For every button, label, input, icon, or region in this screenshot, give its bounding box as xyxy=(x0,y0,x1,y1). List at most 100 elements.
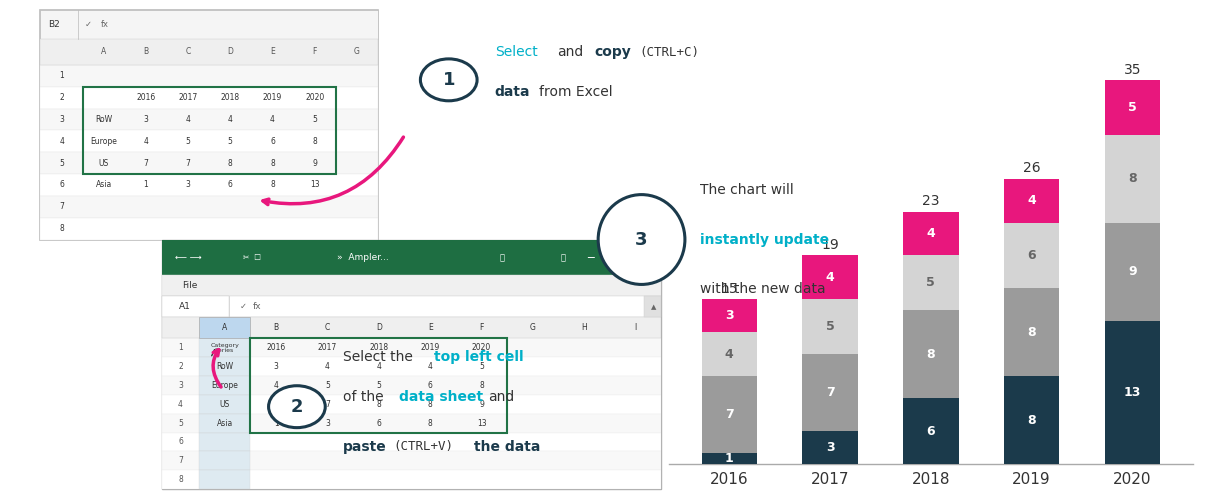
Text: of the: of the xyxy=(342,390,388,404)
Bar xyxy=(161,376,662,395)
Bar xyxy=(803,299,858,354)
Text: 7: 7 xyxy=(725,408,734,421)
Text: 5: 5 xyxy=(59,159,64,168)
Bar xyxy=(41,130,378,152)
Text: fx: fx xyxy=(101,20,110,29)
Text: 8: 8 xyxy=(376,400,381,409)
Bar xyxy=(803,354,858,431)
Text: ─: ─ xyxy=(587,252,594,262)
Text: 5: 5 xyxy=(825,320,834,333)
Text: Asia: Asia xyxy=(629,452,659,466)
Text: 2: 2 xyxy=(290,398,304,416)
Bar xyxy=(161,240,662,275)
Bar xyxy=(1105,135,1160,223)
Text: fx: fx xyxy=(253,302,261,311)
Bar xyxy=(161,395,662,414)
Text: and: and xyxy=(557,45,583,59)
Text: top left cell: top left cell xyxy=(434,350,523,364)
Text: paste: paste xyxy=(342,440,387,454)
Text: ✓: ✓ xyxy=(84,20,92,29)
Text: 3: 3 xyxy=(274,362,278,371)
Bar xyxy=(1105,223,1160,321)
Text: 8: 8 xyxy=(1028,414,1036,427)
Bar xyxy=(1105,321,1160,464)
Text: data sheet: data sheet xyxy=(399,390,483,404)
Text: 2: 2 xyxy=(178,362,183,371)
Bar xyxy=(41,218,378,240)
Text: Select: Select xyxy=(494,45,537,59)
Text: 5: 5 xyxy=(228,137,233,146)
Bar xyxy=(199,395,251,414)
Text: 23: 23 xyxy=(922,194,940,208)
Bar xyxy=(161,451,662,470)
Text: instantly update: instantly update xyxy=(700,233,829,247)
Bar xyxy=(903,255,959,310)
Bar xyxy=(161,275,662,296)
Text: C: C xyxy=(186,47,190,56)
Text: 9: 9 xyxy=(480,400,484,409)
Text: 6: 6 xyxy=(428,381,433,390)
Text: 5: 5 xyxy=(1128,101,1136,114)
Text: Europe: Europe xyxy=(90,137,117,146)
Text: 3: 3 xyxy=(186,181,190,190)
Text: 2020: 2020 xyxy=(305,93,324,102)
Text: Asia: Asia xyxy=(95,181,112,190)
Bar xyxy=(199,451,251,470)
Text: Select the: Select the xyxy=(342,350,417,364)
Text: 8: 8 xyxy=(1028,326,1036,339)
Bar xyxy=(41,87,378,109)
Text: 7: 7 xyxy=(274,400,278,409)
Text: RoW: RoW xyxy=(216,362,234,371)
Text: B: B xyxy=(143,47,148,56)
Text: 3: 3 xyxy=(635,231,648,249)
Text: 2018: 2018 xyxy=(221,93,240,102)
Text: 3: 3 xyxy=(725,309,734,322)
Bar xyxy=(41,174,378,196)
Text: H: H xyxy=(581,323,587,332)
Bar xyxy=(803,431,858,464)
Text: 4: 4 xyxy=(186,115,190,124)
Text: 2016: 2016 xyxy=(266,343,286,352)
Text: 2016: 2016 xyxy=(136,93,155,102)
Bar xyxy=(701,332,757,376)
Text: Category
Series: Category Series xyxy=(211,342,239,353)
Text: 7: 7 xyxy=(186,159,190,168)
Text: 8: 8 xyxy=(480,381,484,390)
Bar xyxy=(803,255,858,299)
Text: D: D xyxy=(228,47,234,56)
Text: copy: copy xyxy=(594,45,631,59)
Bar xyxy=(199,376,251,395)
Text: 2018: 2018 xyxy=(369,343,388,352)
Bar xyxy=(199,338,251,357)
Text: 6: 6 xyxy=(376,419,381,428)
Text: 8: 8 xyxy=(178,475,183,484)
Text: 2019: 2019 xyxy=(263,93,282,102)
Bar xyxy=(161,357,662,376)
Text: 6: 6 xyxy=(270,137,275,146)
Text: 7: 7 xyxy=(178,456,183,465)
Text: 4: 4 xyxy=(228,115,233,124)
Text: 3: 3 xyxy=(143,115,148,124)
Text: 9: 9 xyxy=(312,159,317,168)
Bar xyxy=(161,296,229,317)
Text: ▲: ▲ xyxy=(651,304,656,310)
Bar xyxy=(701,376,757,453)
Text: 4: 4 xyxy=(1028,194,1036,207)
Text: RoW: RoW xyxy=(95,115,112,124)
Bar xyxy=(645,296,662,317)
Text: (CTRL+V): (CTRL+V) xyxy=(393,440,453,453)
Text: 4: 4 xyxy=(178,400,183,409)
Text: E: E xyxy=(270,47,275,56)
Bar xyxy=(903,310,959,398)
Text: 26: 26 xyxy=(1023,161,1040,175)
Text: 4: 4 xyxy=(270,115,275,124)
Bar xyxy=(199,470,251,489)
Text: data: data xyxy=(494,85,530,99)
Text: 4: 4 xyxy=(725,348,734,361)
Bar xyxy=(41,65,378,87)
Text: 6: 6 xyxy=(1028,249,1036,262)
Text: 1: 1 xyxy=(178,343,183,352)
Bar xyxy=(161,296,662,317)
Text: 7: 7 xyxy=(325,400,330,409)
Text: 1: 1 xyxy=(59,71,64,80)
